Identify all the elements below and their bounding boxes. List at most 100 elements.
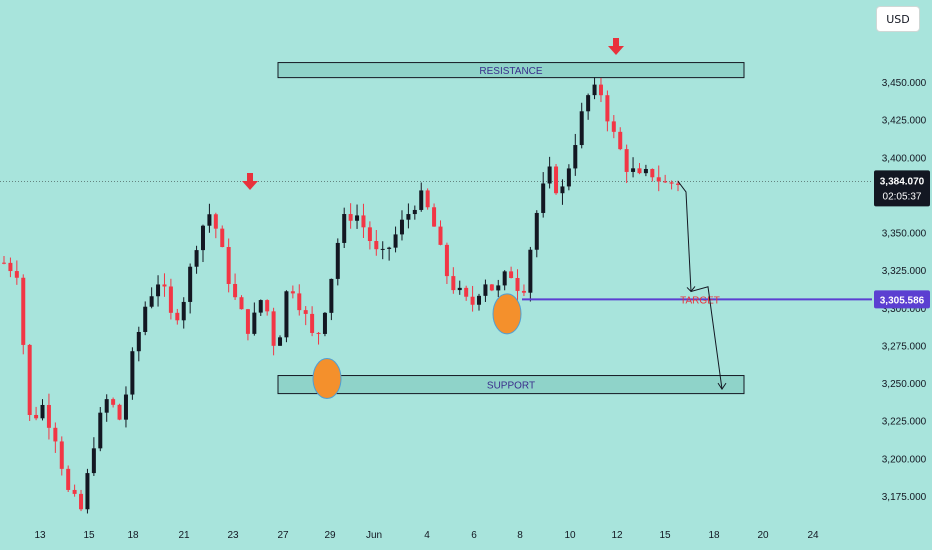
candle-body: [605, 95, 610, 122]
current-price-box: [874, 170, 930, 207]
candle-body: [252, 312, 257, 334]
candle-body: [14, 271, 19, 278]
candle-body: [316, 332, 321, 334]
candle-body: [278, 337, 283, 346]
candle-body: [618, 131, 623, 150]
currency-button[interactable]: USD: [876, 6, 920, 32]
candle-body: [213, 214, 218, 229]
candle-body: [335, 242, 340, 279]
candle-body: [188, 266, 193, 302]
candle-body: [175, 312, 180, 321]
candle-body: [560, 186, 565, 194]
x-tick-label: 15: [83, 530, 95, 541]
candle-body: [91, 448, 96, 474]
candle-body: [98, 412, 103, 449]
candle-body: [194, 250, 199, 267]
candle-body: [220, 228, 225, 248]
candle-body: [226, 247, 231, 284]
y-tick-label: 3,450.000: [882, 78, 927, 89]
down-arrow-marker: [242, 181, 258, 190]
y-tick-label: 3,250.000: [882, 379, 927, 390]
candle-body: [207, 214, 212, 226]
candle-body: [592, 84, 597, 96]
candle-body: [342, 214, 347, 243]
resistance-zone: [277, 62, 745, 79]
candle-body: [631, 168, 636, 172]
x-tick-label: 24: [807, 530, 819, 541]
y-tick-label: 3,175.000: [882, 492, 927, 503]
candle-body: [432, 207, 437, 227]
candle-body: [79, 493, 84, 510]
candle-body: [310, 313, 315, 333]
candle-body: [290, 291, 295, 294]
candle-body: [123, 394, 128, 420]
candle-body: [656, 177, 661, 182]
candle-body: [59, 441, 64, 469]
candle-body: [515, 278, 520, 291]
support-zone: [277, 375, 745, 395]
candle-body: [2, 262, 6, 264]
candle-body: [361, 215, 366, 228]
y-tick-label: 3,225.000: [882, 417, 927, 428]
candle-body: [412, 209, 417, 215]
x-tick-label: 29: [324, 530, 336, 541]
x-tick-label: 20: [757, 530, 769, 541]
candle-body: [329, 278, 334, 313]
candle-body: [258, 300, 263, 313]
candle-body: [669, 182, 674, 184]
candle-body: [143, 306, 148, 332]
candle-body: [586, 95, 591, 112]
x-tick-label: 4: [424, 530, 430, 541]
candle-body: [72, 489, 77, 494]
x-tick-label: 21: [178, 530, 190, 541]
candle-body: [27, 344, 32, 415]
candle-body: [624, 149, 629, 172]
down-arrow-marker-stem: [613, 38, 619, 46]
candle-body: [547, 166, 552, 184]
candle-body: [573, 145, 578, 169]
countdown-value: 02:05:37: [883, 191, 922, 202]
candle-body: [509, 271, 514, 279]
y-tick-label: 3,275.000: [882, 341, 927, 352]
candle-body: [534, 212, 539, 250]
candle-body: [233, 283, 238, 298]
candle-body: [85, 473, 90, 510]
down-arrow-marker-stem: [247, 173, 253, 181]
support-label: SUPPORT: [487, 381, 535, 392]
x-tick-label: 15: [659, 530, 671, 541]
projection-arrowhead: [717, 382, 727, 390]
candle-body: [457, 287, 462, 291]
candle-body: [451, 276, 456, 291]
candle-body: [297, 293, 302, 311]
candle-body: [130, 351, 135, 395]
candle-body: [399, 219, 404, 235]
candle-body: [566, 168, 571, 187]
y-tick-label: 3,400.000: [882, 153, 927, 164]
current-price-value: 3,384.070: [880, 176, 925, 187]
candle-body: [425, 190, 430, 208]
candle-body: [541, 183, 546, 213]
candle-body: [271, 311, 276, 346]
x-tick-label: 18: [708, 530, 720, 541]
candle-body: [66, 468, 71, 490]
candle-body: [367, 227, 372, 242]
candle-body: [579, 111, 584, 146]
candle-body: [528, 249, 533, 293]
candle-body: [348, 214, 353, 221]
candle-body: [303, 310, 308, 314]
candle-body: [181, 301, 186, 321]
candle-body: [104, 399, 109, 413]
candle-body: [200, 225, 205, 251]
candle-body: [502, 271, 507, 286]
y-tick-label: 3,300.000: [882, 304, 927, 315]
candle-body: [46, 404, 51, 428]
candle-body: [477, 295, 482, 305]
support-circle: [312, 358, 342, 400]
candle-body: [34, 414, 39, 419]
candle-body: [393, 234, 398, 248]
candle-body: [598, 84, 603, 96]
candle-body: [380, 248, 385, 250]
candle-body: [438, 226, 443, 245]
